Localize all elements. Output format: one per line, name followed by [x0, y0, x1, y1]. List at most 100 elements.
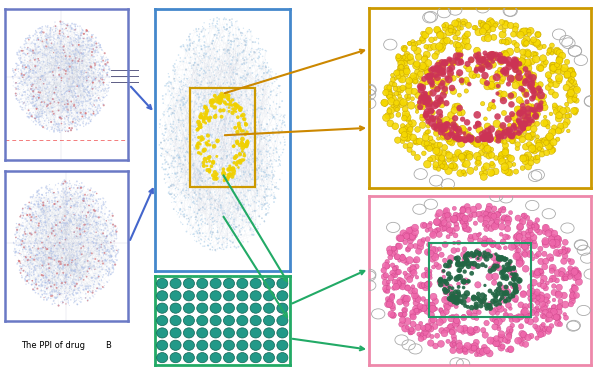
Point [412, 61, 422, 67]
Point [445, 212, 454, 218]
Point [23, 256, 32, 262]
Point [49, 24, 58, 30]
Point [475, 211, 484, 217]
Point [248, 156, 258, 162]
Point [97, 230, 107, 237]
Point [91, 97, 101, 103]
Point [496, 306, 505, 312]
Point [13, 91, 22, 97]
Point [517, 218, 526, 224]
Point [206, 64, 216, 70]
Point [50, 257, 59, 263]
Point [473, 140, 482, 146]
Point [226, 38, 236, 44]
Point [32, 80, 41, 86]
Point [177, 138, 187, 144]
Point [46, 244, 56, 250]
Point [509, 122, 518, 128]
Point [34, 49, 44, 55]
Point [522, 317, 532, 323]
Point [500, 68, 510, 74]
Point [515, 122, 525, 128]
Point [439, 132, 449, 138]
Point [257, 125, 266, 131]
Point [25, 65, 34, 71]
Point [102, 82, 112, 88]
Point [99, 67, 109, 73]
Point [70, 21, 79, 27]
Point [112, 247, 122, 253]
Point [196, 164, 205, 170]
Point [460, 130, 469, 136]
Point [75, 223, 85, 229]
Point [74, 75, 84, 81]
Point [495, 129, 505, 135]
Point [526, 284, 535, 290]
Point [189, 46, 199, 52]
Point [199, 194, 209, 200]
Point [197, 27, 207, 33]
Point [46, 100, 55, 106]
Point [13, 224, 23, 230]
Point [447, 85, 457, 91]
Point [472, 112, 482, 118]
Point [501, 291, 511, 297]
Point [479, 22, 488, 28]
Point [44, 245, 53, 251]
Point [82, 27, 91, 33]
Point [57, 255, 67, 261]
Point [38, 77, 47, 83]
Point [76, 214, 86, 220]
Point [42, 285, 52, 291]
Point [517, 341, 527, 347]
Point [481, 293, 490, 299]
Point [54, 114, 64, 120]
Point [557, 53, 567, 59]
Point [32, 36, 42, 42]
Point [217, 92, 226, 98]
Point [512, 240, 522, 246]
Point [202, 163, 212, 169]
Point [25, 246, 35, 252]
Point [241, 121, 251, 127]
Point [28, 33, 38, 39]
Point [254, 39, 263, 45]
Point [230, 226, 239, 232]
Point [257, 206, 267, 212]
Point [100, 283, 109, 289]
Point [97, 67, 107, 73]
Point [443, 135, 452, 141]
Point [205, 67, 214, 73]
Point [82, 35, 92, 41]
Point [65, 125, 74, 131]
Point [218, 133, 227, 139]
Point [86, 118, 95, 124]
Point [266, 89, 275, 95]
Point [256, 148, 266, 154]
Point [193, 126, 203, 132]
Point [484, 132, 493, 138]
Point [483, 35, 493, 41]
Point [247, 151, 257, 157]
Point [529, 37, 538, 43]
Point [199, 53, 208, 59]
Point [70, 38, 80, 44]
Point [39, 81, 49, 87]
Point [60, 49, 70, 55]
Point [29, 202, 39, 208]
Point [37, 213, 46, 219]
Point [464, 208, 473, 214]
Point [20, 71, 30, 77]
Point [32, 86, 42, 92]
Point [518, 242, 527, 248]
Point [171, 103, 181, 109]
Point [460, 136, 470, 142]
Point [404, 130, 414, 136]
Point [197, 212, 206, 218]
Point [263, 83, 272, 89]
Point [425, 242, 434, 248]
Point [92, 246, 102, 252]
Point [29, 193, 38, 199]
Point [103, 268, 112, 274]
Point [463, 31, 472, 37]
